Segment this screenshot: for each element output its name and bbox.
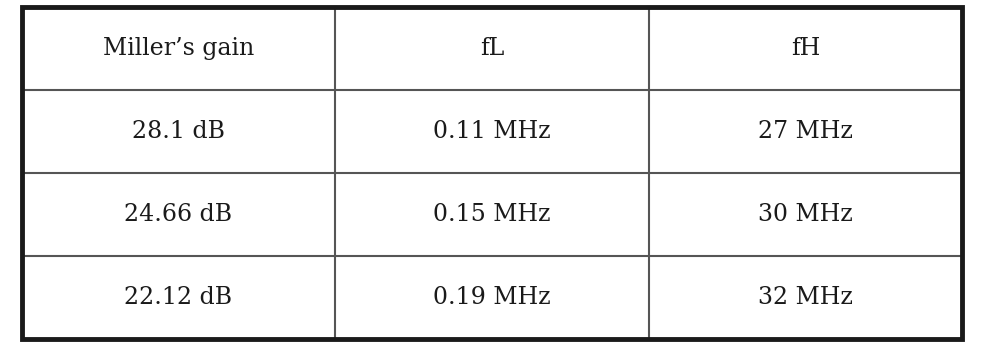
Text: 0.11 MHz: 0.11 MHz [433,120,551,143]
Text: 22.12 dB: 22.12 dB [124,286,232,309]
Text: 28.1 dB: 28.1 dB [132,120,224,143]
Text: Miller’s gain: Miller’s gain [102,37,254,60]
Text: 30 MHz: 30 MHz [759,203,853,226]
Text: 27 MHz: 27 MHz [759,120,853,143]
Text: 24.66 dB: 24.66 dB [124,203,232,226]
Text: 32 MHz: 32 MHz [759,286,853,309]
Text: fH: fH [791,37,821,60]
Text: fL: fL [480,37,504,60]
Text: 0.15 MHz: 0.15 MHz [433,203,551,226]
Text: 0.19 MHz: 0.19 MHz [433,286,551,309]
